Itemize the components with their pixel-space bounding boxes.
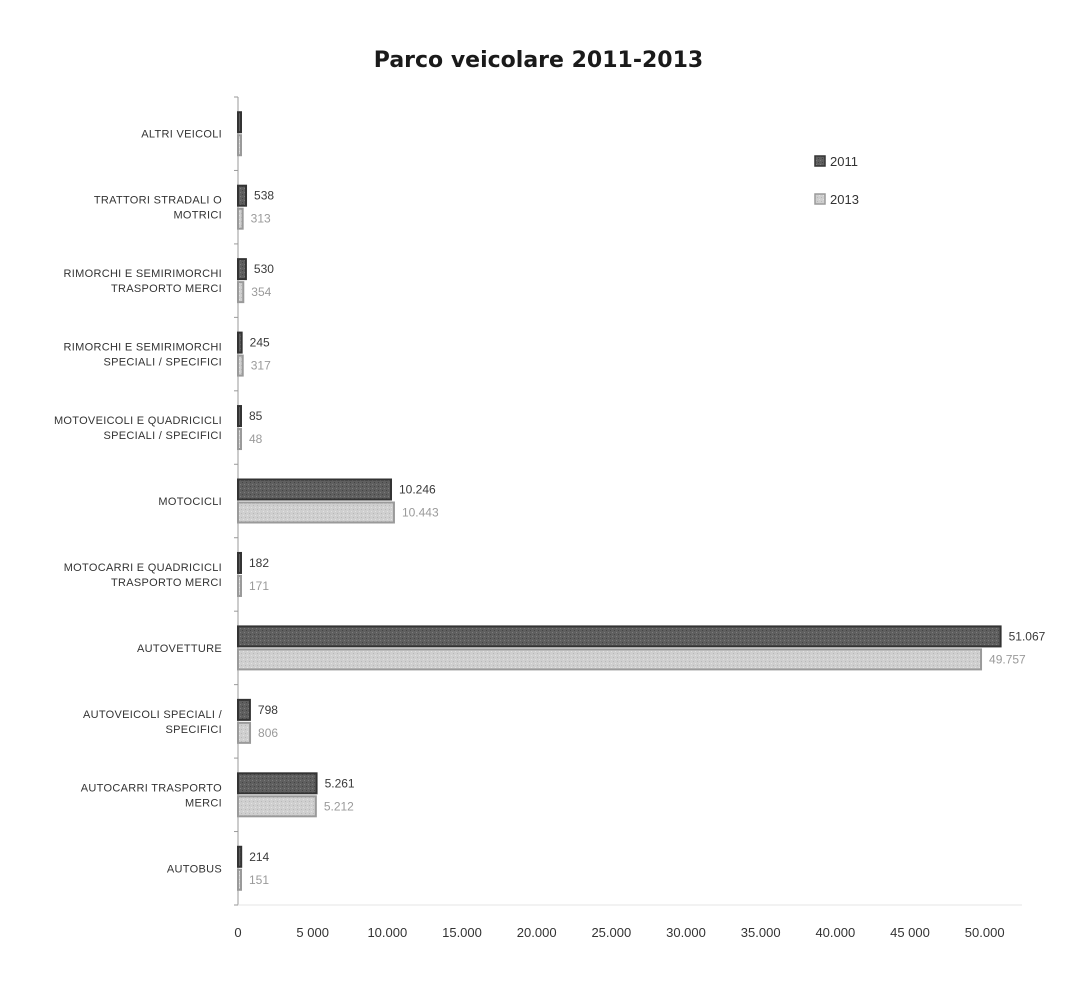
bar-2013 [237,207,244,230]
data-label-2011: 214 [249,850,269,864]
category-label: MOTOVEICOLI E QUADRICICLI SPECIALI / SPEC… [54,415,222,442]
data-label-2013: 48 [249,432,263,446]
legend-swatch-2011 [814,155,826,167]
bar-2011 [237,331,243,354]
x-tick-label: 10.000 [367,925,407,940]
axes [234,96,1022,906]
data-label-2011: 5.261 [325,776,355,790]
category-label: AUTOVETTURE [137,643,222,655]
bar-2011 [237,772,318,795]
data-label-2011: 245 [250,336,270,350]
data-label-2011: 51.067 [1009,629,1046,643]
bar-2011 [237,258,247,281]
x-tick-label: 30.000 [666,925,706,940]
category-label: TRATTORI STRADALI O MOTRICI [94,195,222,222]
bar-2011 [237,698,251,721]
bar-2013 [237,428,242,451]
bar-2013 [237,354,244,377]
bar-2011 [237,845,243,868]
data-label-2013: 806 [258,726,278,740]
legend-label-2013: 2013 [830,192,859,207]
category-label: AUTOCARRI TRASPORTO MERCI [81,782,222,809]
legend: 2011 2013 [814,154,859,207]
category-label: MOTOCICLI [158,496,222,508]
bar-2011 [237,111,242,134]
bar-2013 [237,574,242,597]
x-tick-label: 0 [234,925,241,940]
category-label: ALTRI VEICOLI [141,129,222,141]
bar-2011 [237,478,393,501]
x-tick-label: 45 000 [890,925,930,940]
data-label-2011: 182 [249,556,269,570]
data-label-2013: 5.212 [324,799,354,813]
data-label-2013: 354 [251,285,271,299]
category-label: AUTOBUS [167,863,222,875]
bar-2011 [237,184,248,207]
category-label: MOTOCARRI E QUADRICICLI TRASPORTO MERCI [64,562,222,589]
category-label: AUTOVEICOLI SPECIALI / SPECIFICI [83,709,223,736]
bars [237,111,1002,891]
x-tick-label: 15.000 [442,925,482,940]
data-label-2013: 317 [251,359,271,373]
data-label-2013: 171 [249,579,269,593]
bar-2013 [237,501,395,524]
x-tick-label: 40.000 [815,925,855,940]
bar-2013 [237,795,317,818]
data-label-2011: 10.246 [399,483,436,497]
x-tick-label: 20.000 [517,925,557,940]
x-tick-label: 25.000 [591,925,631,940]
bar-2011 [237,551,242,574]
bar-2013 [237,868,242,891]
data-label-2011: 798 [258,703,278,717]
chart-title: Parco veicolare 2011-2013 [373,48,704,73]
data-label-2013: 49.757 [989,652,1026,666]
legend-label-2011: 2011 [830,154,858,169]
x-tick-label: 5 000 [296,925,329,940]
category-label: RIMORCHI E SEMIRIMORCHI SPECIALI / SPECIF… [64,342,222,369]
bar-2013 [237,648,983,671]
data-label-2011: 85 [249,409,263,423]
category-label: RIMORCHI E SEMIRIMORCHI TRASPORTO MERCI [64,268,222,295]
data-label-2011: 530 [254,262,274,276]
x-tick-label: 35.000 [741,925,781,940]
x-tick-label: 50.000 [965,925,1005,940]
bar-2013 [237,721,252,744]
labels: 0 5 000 10.000 15.000 20.000 25.000 30.000 35.0… [54,129,1046,940]
data-label-2013: 313 [251,212,271,226]
bar-2011 [237,405,242,428]
bar-2013 [237,281,245,304]
data-label-2013: 151 [249,873,269,887]
legend-swatch-2013 [814,193,826,205]
bar-2013 [237,134,242,157]
data-label-2011: 538 [254,189,274,203]
bar-2011 [237,625,1002,648]
data-label-2013: 10.443 [402,506,439,520]
